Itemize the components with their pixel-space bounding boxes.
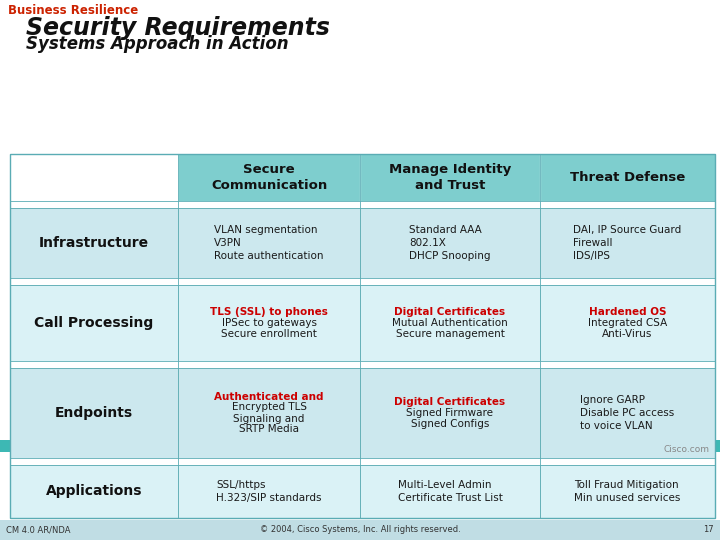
Text: Manage Identity
and Trust: Manage Identity and Trust (389, 163, 511, 192)
Bar (10, 361, 715, 368)
Text: Secure
Communication: Secure Communication (211, 163, 327, 192)
Bar (178, 208, 360, 278)
Bar (178, 154, 715, 201)
Text: Standard AAA
802.1X
DHCP Snooping: Standard AAA 802.1X DHCP Snooping (409, 225, 491, 261)
Text: TLS (SSL) to phones: TLS (SSL) to phones (210, 307, 328, 317)
Text: Business Resilience: Business Resilience (8, 4, 138, 17)
Text: Authenticated and: Authenticated and (215, 392, 324, 402)
Text: Infrastructure: Infrastructure (39, 236, 149, 250)
Bar (540, 285, 715, 361)
Text: Anti-Virus: Anti-Virus (603, 329, 653, 339)
Text: Hardened OS: Hardened OS (589, 307, 666, 317)
Text: Ignore GARP
Disable PC access
to voice VLAN: Ignore GARP Disable PC access to voice V… (580, 395, 675, 431)
Text: Digital Certificates: Digital Certificates (395, 307, 505, 317)
Text: Digital Certificates: Digital Certificates (395, 397, 505, 407)
Bar (178, 465, 360, 518)
Text: Endpoints: Endpoints (55, 406, 133, 420)
Bar (10, 278, 715, 285)
Bar (360, 465, 540, 518)
Bar (0, 440, 720, 452)
Bar (360, 208, 540, 278)
Text: DAI, IP Source Guard
Firewall
IDS/IPS: DAI, IP Source Guard Firewall IDS/IPS (573, 225, 682, 261)
Text: Threat Defense: Threat Defense (570, 171, 685, 184)
Text: Integrated CSA: Integrated CSA (588, 318, 667, 328)
Text: Mutual Authentication: Mutual Authentication (392, 318, 508, 328)
Bar (540, 368, 715, 458)
Bar (360, 368, 540, 458)
Text: Toll Fraud Mitigation
Min unused services: Toll Fraud Mitigation Min unused service… (575, 480, 680, 503)
Text: Secure enrollment: Secure enrollment (221, 329, 317, 339)
Bar (10, 208, 178, 278)
Text: IPSec to gateways: IPSec to gateways (222, 318, 317, 328)
Text: SRTP Media: SRTP Media (239, 424, 299, 435)
Bar (10, 154, 715, 518)
Bar (178, 368, 360, 458)
Text: Security Requirements: Security Requirements (26, 16, 330, 40)
Text: VLAN segmentation
V3PN
Route authentication: VLAN segmentation V3PN Route authenticat… (215, 225, 324, 261)
Bar (10, 458, 715, 465)
Bar (10, 465, 178, 518)
Text: Applications: Applications (46, 484, 143, 498)
Text: Encrypted TLS: Encrypted TLS (232, 402, 307, 413)
Bar (10, 368, 178, 458)
Bar (10, 201, 715, 208)
Text: Cisco.com: Cisco.com (664, 445, 710, 454)
Text: Signed Configs: Signed Configs (411, 419, 489, 429)
Text: Systems Approach in Action: Systems Approach in Action (26, 35, 289, 53)
Text: Multi-Level Admin
Certificate Trust List: Multi-Level Admin Certificate Trust List (397, 480, 503, 503)
Bar (10, 285, 178, 361)
Bar (0, 520, 720, 540)
Text: © 2004, Cisco Systems, Inc. All rights reserved.: © 2004, Cisco Systems, Inc. All rights r… (260, 525, 460, 535)
Text: Signed Firmware: Signed Firmware (407, 408, 493, 418)
Bar (178, 285, 360, 361)
Bar (360, 285, 540, 361)
Text: Call Processing: Call Processing (35, 316, 153, 330)
Bar (540, 208, 715, 278)
Text: SSL/https
H.323/SIP standards: SSL/https H.323/SIP standards (216, 480, 322, 503)
Text: Secure management: Secure management (395, 329, 505, 339)
Text: CM 4.0 AR/NDA: CM 4.0 AR/NDA (6, 525, 71, 535)
Text: Signaling and: Signaling and (233, 414, 305, 423)
Bar (540, 465, 715, 518)
Text: 17: 17 (703, 525, 714, 535)
